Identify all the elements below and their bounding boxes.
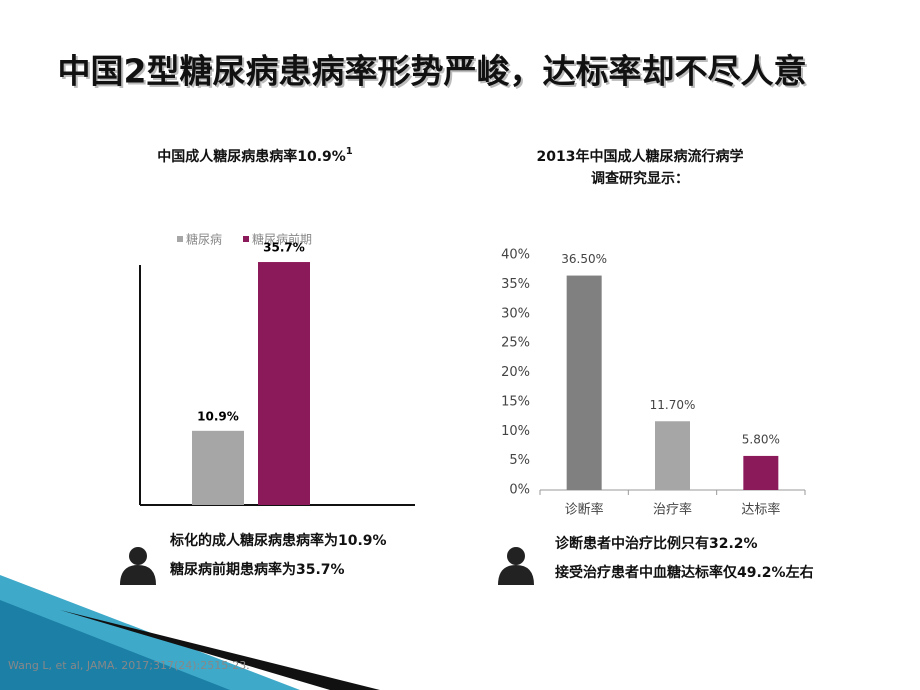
- decor: [60, 610, 380, 690]
- value-label: 35.7%: [263, 241, 305, 255]
- chart-title: 中国成人糖尿病患病率10.9%1: [157, 146, 353, 165]
- note: 接受治疗患者中血糖达标率仅49.2%左右: [555, 564, 814, 581]
- legend-label: 糖尿病前期: [252, 232, 312, 247]
- chart-title: 2013年中国成人糖尿病流行病学: [537, 148, 744, 165]
- chart-title: 调查研究显示：: [591, 170, 689, 187]
- person-icon: [120, 547, 534, 585]
- y-tick-label: 15%: [501, 394, 530, 409]
- y-tick-label: 25%: [501, 336, 530, 351]
- y-tick-label: 5%: [509, 453, 530, 468]
- legend-swatch: [243, 236, 249, 242]
- chart-title-sup: 1: [346, 146, 353, 157]
- x-tick-label: 达标率: [741, 502, 780, 518]
- decor: [0, 600, 230, 690]
- bar: [258, 262, 310, 505]
- chart-title-text: 中国成人糖尿病患病率10.9%: [157, 148, 346, 165]
- value-label: 36.50%: [561, 252, 607, 266]
- bar: [743, 455, 779, 490]
- bar: [566, 275, 602, 490]
- note: 诊断患者中治疗比例只有32.2%: [555, 535, 758, 552]
- y-tick-label: 10%: [501, 424, 530, 439]
- y-tick-label: 20%: [501, 365, 530, 380]
- x-tick-label: 诊断率: [565, 502, 604, 518]
- value-label: 5.80%: [742, 432, 780, 446]
- value-label: 10.9%: [197, 409, 239, 423]
- bar: [655, 421, 690, 490]
- y-tick-label: 40%: [501, 248, 530, 263]
- note: 糖尿病前期患病率为35.7%: [170, 561, 345, 578]
- y-tick-label: 0%: [509, 483, 530, 498]
- value-label: 11.70%: [650, 398, 696, 412]
- legend-swatch: [177, 236, 183, 242]
- slide-title: 中国2型糖尿病患病率形势严峻，达标率却不尽人意: [58, 52, 807, 91]
- legend-label: 糖尿病: [186, 232, 222, 247]
- reference: Wang L, et al, JAMA. 2017;317(24):2515-2…: [8, 659, 250, 672]
- bar: [192, 430, 244, 505]
- y-tick-label: 35%: [501, 277, 530, 292]
- x-tick-label: 治疗率: [653, 502, 692, 518]
- y-tick-label: 30%: [501, 306, 530, 321]
- title-shadow: 中国2型糖尿病患病率形势严峻，达标率却不尽人意: [60, 54, 809, 93]
- note: 标化的成人糖尿病患病率为10.9%: [169, 532, 387, 549]
